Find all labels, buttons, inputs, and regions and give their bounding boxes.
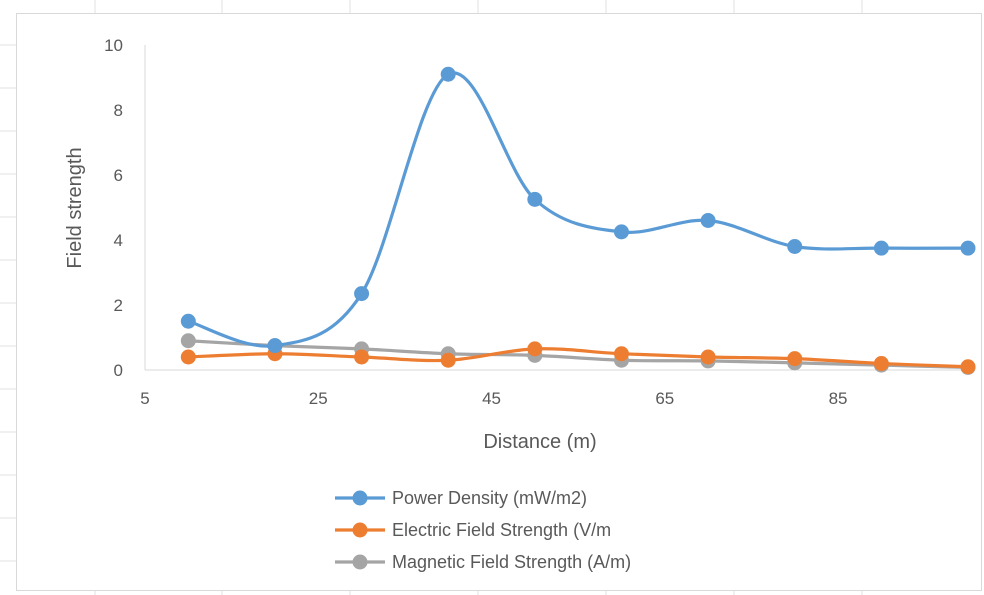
data-point: [873, 240, 889, 256]
legend-marker: [352, 490, 368, 506]
legend-marker: [352, 522, 368, 538]
data-point: [354, 286, 370, 302]
x-tick-label: 5: [140, 389, 149, 408]
data-point: [960, 240, 976, 256]
legend-item: Electric Field Strength (V/m: [335, 520, 611, 540]
series-line: [186, 347, 970, 369]
data-point: [960, 359, 976, 375]
data-point: [700, 213, 716, 228]
series-line: [186, 71, 970, 348]
data-point: [527, 191, 543, 207]
chart-area[interactable]: [16, 13, 982, 591]
legend-label: Electric Field Strength (V/m: [392, 520, 611, 540]
series-line: [186, 339, 970, 369]
legend-label: Magnetic Field Strength (A/m): [392, 552, 631, 572]
x-tick-label: 85: [829, 389, 848, 408]
data-point: [613, 224, 629, 240]
data-point: [354, 349, 370, 365]
data-point: [180, 313, 196, 329]
data-point: [180, 333, 196, 349]
x-axis-title: Distance (m): [483, 431, 596, 453]
data-point: [527, 341, 543, 357]
data-point: [700, 349, 716, 365]
data-point: [267, 338, 283, 354]
series-layer: [180, 66, 976, 375]
data-point: [787, 239, 803, 254]
legend-item: Power Density (mW/m2): [335, 488, 587, 508]
y-axis-title: Field strength: [64, 147, 86, 268]
legend: Power Density (mW/m2) Electric Field Stre…: [335, 488, 631, 572]
x-tick-label: 65: [655, 389, 674, 408]
data-point: [440, 352, 456, 368]
data-point: [873, 356, 889, 371]
y-tick-label: 8: [114, 101, 123, 120]
legend-marker: [352, 554, 368, 570]
x-tick-label: 25: [309, 389, 328, 408]
y-tick-label: 4: [114, 231, 123, 250]
y-tick-label: 6: [114, 166, 123, 185]
series-power-density-mw-m2: [180, 66, 976, 354]
series-electric-field-strength-v-m: [180, 341, 976, 375]
y-tick-label: 10: [104, 36, 123, 55]
y-tick-label: 0: [114, 361, 123, 380]
legend-item: Magnetic Field Strength (A/m): [335, 552, 631, 572]
y-tick-label: 2: [114, 296, 123, 315]
x-tick-label: 45: [482, 389, 501, 408]
data-point: [787, 351, 803, 367]
data-point: [440, 66, 456, 82]
axes: 0 2 4 6 8 10 5 25 45 65 85: [104, 36, 968, 408]
data-point: [613, 346, 629, 362]
legend-label: Power Density (mW/m2): [392, 488, 587, 508]
data-point: [180, 349, 196, 365]
